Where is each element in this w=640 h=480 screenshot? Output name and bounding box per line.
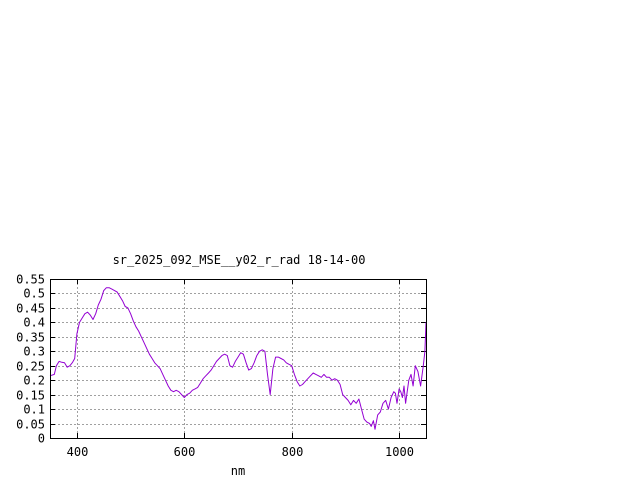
y-tick-label: 0.2 xyxy=(23,374,45,388)
y-tick-label: 0.15 xyxy=(16,389,45,403)
x-tick-labels: 400 600 800 1000 xyxy=(67,445,414,459)
tick-marks xyxy=(50,279,426,439)
y-tick-label: 0.45 xyxy=(16,302,45,316)
series-line xyxy=(49,287,427,430)
grid-lines xyxy=(50,279,426,438)
x-tick-label: 800 xyxy=(282,445,304,459)
plot-frame xyxy=(50,279,427,439)
y-tick-labels: 00.050.10.150.20.250.30.350.40.450.50.55 xyxy=(16,273,45,446)
y-tick-label: 0.1 xyxy=(23,403,45,417)
y-tick-label: 0.4 xyxy=(23,316,45,330)
x-axis-label: nm xyxy=(231,464,245,478)
x-tick-label: 400 xyxy=(67,445,89,459)
y-tick-label: 0.3 xyxy=(23,345,45,359)
y-tick-label: 0 xyxy=(38,432,45,446)
x-tick-label: 1000 xyxy=(385,445,414,459)
x-tick-label: 600 xyxy=(174,445,196,459)
y-tick-label: 0.05 xyxy=(16,418,45,432)
y-tick-label: 0.5 xyxy=(23,287,45,301)
y-tick-label: 0.55 xyxy=(16,273,45,287)
series-group xyxy=(49,287,427,430)
chart-title: sr_2025_092_MSE__y02_r_rad 18-14-00 xyxy=(113,253,366,267)
y-tick-label: 0.35 xyxy=(16,331,45,345)
y-tick-label: 0.25 xyxy=(16,360,45,374)
